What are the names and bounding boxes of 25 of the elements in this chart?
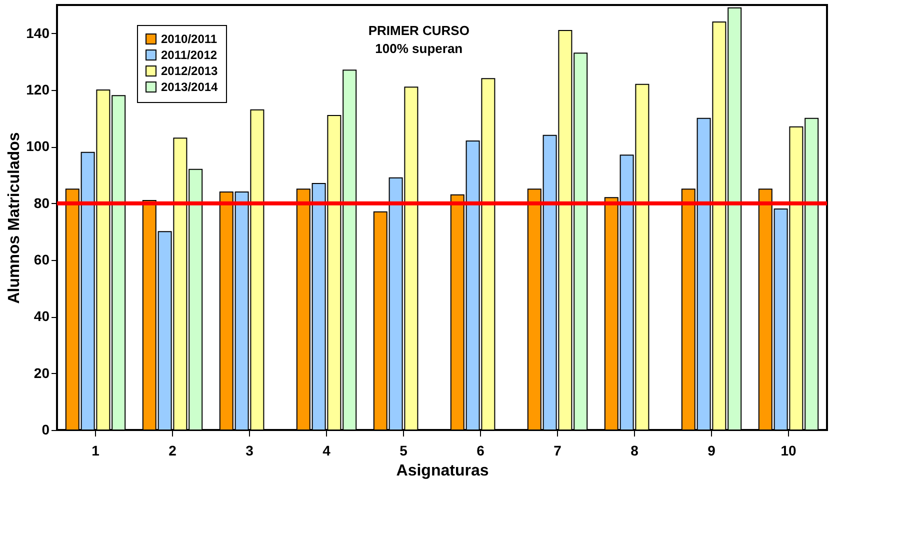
y-tick-label: 0: [42, 422, 50, 438]
y-tick-label: 100: [26, 138, 50, 154]
legend-label: 2011/2012: [161, 48, 218, 62]
y-tick-label: 20: [34, 364, 50, 381]
x-tick-label: 4: [322, 442, 331, 458]
x-tick-label: 8: [630, 442, 639, 458]
x-tick-label: 5: [400, 442, 408, 458]
x-tick-label: 7: [554, 442, 562, 458]
x-tick-label: 9: [708, 442, 716, 458]
x-tick-label: 3: [246, 442, 254, 458]
y-axis-title: Alumnos Matriculados: [6, 132, 24, 304]
y-tick-label: 120: [26, 82, 50, 98]
x-tick-label: 2: [168, 442, 177, 458]
annotation: PRIMER CURSO 100% superan: [368, 23, 470, 56]
x-axis-title: Asignaturas: [396, 462, 489, 480]
legend-label: 2010/2011: [161, 32, 218, 46]
x-tick-label: 6: [476, 442, 485, 458]
y-tick-label: 140: [26, 24, 50, 41]
y-tick-label: 60: [34, 252, 50, 268]
y-tick-label: 80: [34, 194, 50, 211]
legend-label: 2013/2014: [161, 80, 218, 94]
y-tick-label: 40: [34, 308, 50, 324]
x-tick-label: 10: [780, 442, 796, 458]
x-tick-label: 1: [92, 442, 100, 458]
legend-label: 2012/2013: [161, 64, 218, 78]
